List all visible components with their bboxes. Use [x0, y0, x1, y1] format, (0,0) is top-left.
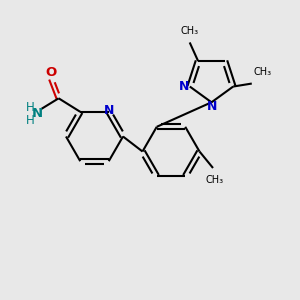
Text: H: H [26, 114, 35, 127]
Text: CH₃: CH₃ [253, 67, 272, 77]
Text: N: N [179, 80, 190, 93]
Text: CH₃: CH₃ [181, 26, 199, 36]
Text: N: N [32, 107, 43, 120]
Text: N: N [104, 104, 115, 117]
Text: O: O [46, 66, 57, 79]
Text: CH₃: CH₃ [206, 175, 224, 184]
Text: H: H [26, 101, 35, 114]
Text: N: N [207, 100, 217, 113]
